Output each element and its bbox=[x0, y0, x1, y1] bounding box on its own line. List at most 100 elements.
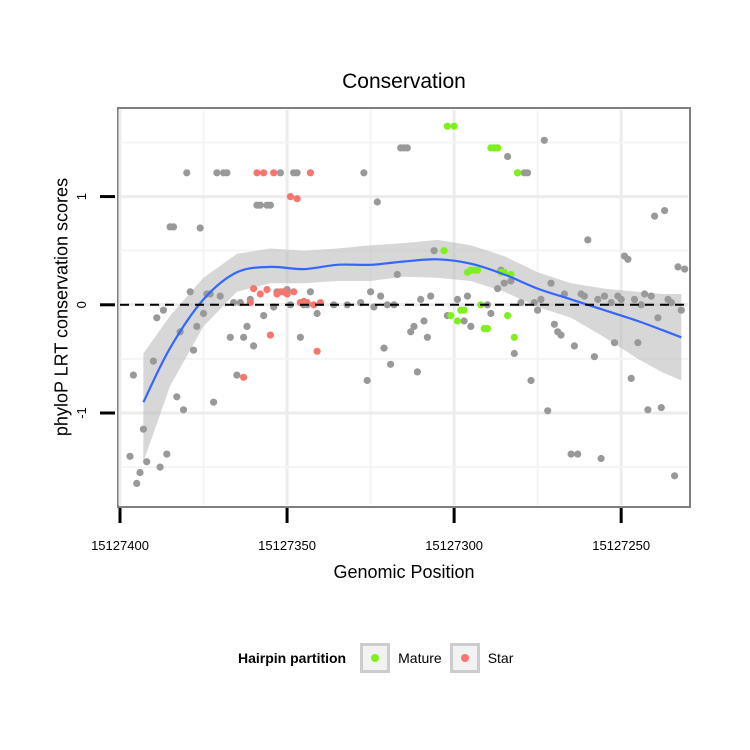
point-other bbox=[544, 407, 552, 415]
point-other bbox=[377, 292, 385, 300]
point-star bbox=[263, 286, 271, 294]
point-other bbox=[306, 288, 314, 296]
point-mature bbox=[447, 312, 455, 320]
point-other bbox=[417, 295, 425, 303]
point-other bbox=[510, 349, 518, 358]
point-other bbox=[580, 292, 589, 300]
legend-item-mature: Mature bbox=[360, 643, 442, 673]
point-mature bbox=[494, 144, 502, 152]
point-other bbox=[420, 317, 428, 325]
point-star bbox=[250, 285, 258, 293]
point-other bbox=[557, 331, 565, 339]
x-tick-label: 15127350 bbox=[258, 538, 316, 553]
legend-dot-star bbox=[460, 654, 469, 662]
point-other bbox=[637, 301, 645, 309]
point-other bbox=[430, 247, 438, 255]
y-tick-label: 1 bbox=[74, 193, 89, 200]
point-other bbox=[199, 309, 208, 318]
chart-title: Conservation bbox=[342, 70, 466, 93]
legend-title: Hairpin partition bbox=[238, 650, 347, 666]
point-other bbox=[383, 301, 391, 309]
point-mature bbox=[483, 325, 492, 333]
point-mature bbox=[443, 122, 451, 130]
point-other bbox=[504, 152, 512, 161]
point-other bbox=[657, 404, 665, 412]
point-other bbox=[527, 376, 535, 385]
point-other bbox=[610, 339, 619, 347]
point-other bbox=[143, 458, 151, 466]
point-mature bbox=[473, 266, 482, 274]
point-other bbox=[467, 322, 475, 330]
point-other bbox=[590, 353, 599, 361]
point-other bbox=[256, 201, 264, 209]
point-other bbox=[243, 322, 251, 330]
point-other bbox=[413, 368, 421, 376]
point-other bbox=[570, 342, 579, 350]
point-other bbox=[494, 285, 502, 293]
point-other bbox=[487, 309, 495, 318]
point-other bbox=[136, 468, 144, 477]
point-other bbox=[129, 371, 137, 379]
point-other bbox=[186, 288, 194, 296]
point-other bbox=[293, 169, 301, 177]
point-mature bbox=[460, 306, 468, 314]
point-other bbox=[360, 169, 368, 177]
point-other bbox=[681, 265, 689, 273]
point-other bbox=[427, 292, 435, 300]
point-other bbox=[627, 374, 635, 382]
point-other bbox=[463, 292, 472, 300]
point-star bbox=[266, 331, 274, 339]
points-layer bbox=[126, 122, 689, 487]
point-other bbox=[647, 292, 655, 300]
point-other bbox=[624, 255, 632, 263]
point-other bbox=[210, 398, 218, 406]
point-other bbox=[216, 292, 224, 300]
point-other bbox=[407, 328, 415, 336]
point-other bbox=[260, 312, 268, 320]
point-other bbox=[667, 299, 675, 307]
point-other bbox=[380, 344, 388, 352]
point-other bbox=[139, 425, 147, 433]
point-other bbox=[524, 169, 532, 177]
point-mature bbox=[450, 122, 458, 130]
legend-item-star: Star bbox=[449, 643, 513, 673]
point-star bbox=[253, 169, 261, 177]
x-tick-label: 15127300 bbox=[425, 538, 483, 553]
point-other bbox=[547, 279, 555, 287]
point-other bbox=[574, 450, 582, 458]
point-other bbox=[423, 333, 431, 341]
point-other bbox=[276, 169, 284, 177]
point-other bbox=[600, 292, 609, 300]
point-other bbox=[500, 279, 508, 287]
point-other bbox=[223, 169, 231, 177]
point-other bbox=[641, 290, 649, 298]
point-other bbox=[196, 224, 204, 232]
point-star bbox=[313, 347, 321, 355]
point-star bbox=[286, 193, 294, 201]
point-other bbox=[173, 393, 181, 401]
point-other bbox=[163, 450, 171, 458]
x-tick-label: 15127400 bbox=[91, 538, 149, 553]
point-other bbox=[179, 406, 188, 414]
point-other bbox=[240, 333, 248, 341]
point-other bbox=[460, 317, 468, 325]
point-other bbox=[373, 198, 381, 206]
point-other bbox=[677, 306, 685, 314]
point-other bbox=[607, 299, 615, 307]
point-other bbox=[233, 371, 241, 379]
point-other bbox=[159, 306, 167, 314]
ribbon-layer bbox=[143, 239, 682, 462]
confidence-ribbon bbox=[143, 239, 682, 462]
point-other bbox=[156, 463, 164, 471]
point-other bbox=[183, 169, 191, 177]
point-star bbox=[293, 195, 301, 203]
point-other bbox=[226, 333, 234, 341]
point-other bbox=[567, 450, 575, 458]
x-tick-label: 15127250 bbox=[592, 538, 650, 553]
point-other bbox=[189, 346, 198, 354]
point-other bbox=[153, 314, 161, 322]
point-other bbox=[206, 290, 214, 298]
point-other bbox=[617, 295, 625, 303]
point-star bbox=[306, 169, 314, 177]
axis-layer: 15127400 15127350 15127300 15127250 -1 0 1 bbox=[74, 193, 650, 553]
